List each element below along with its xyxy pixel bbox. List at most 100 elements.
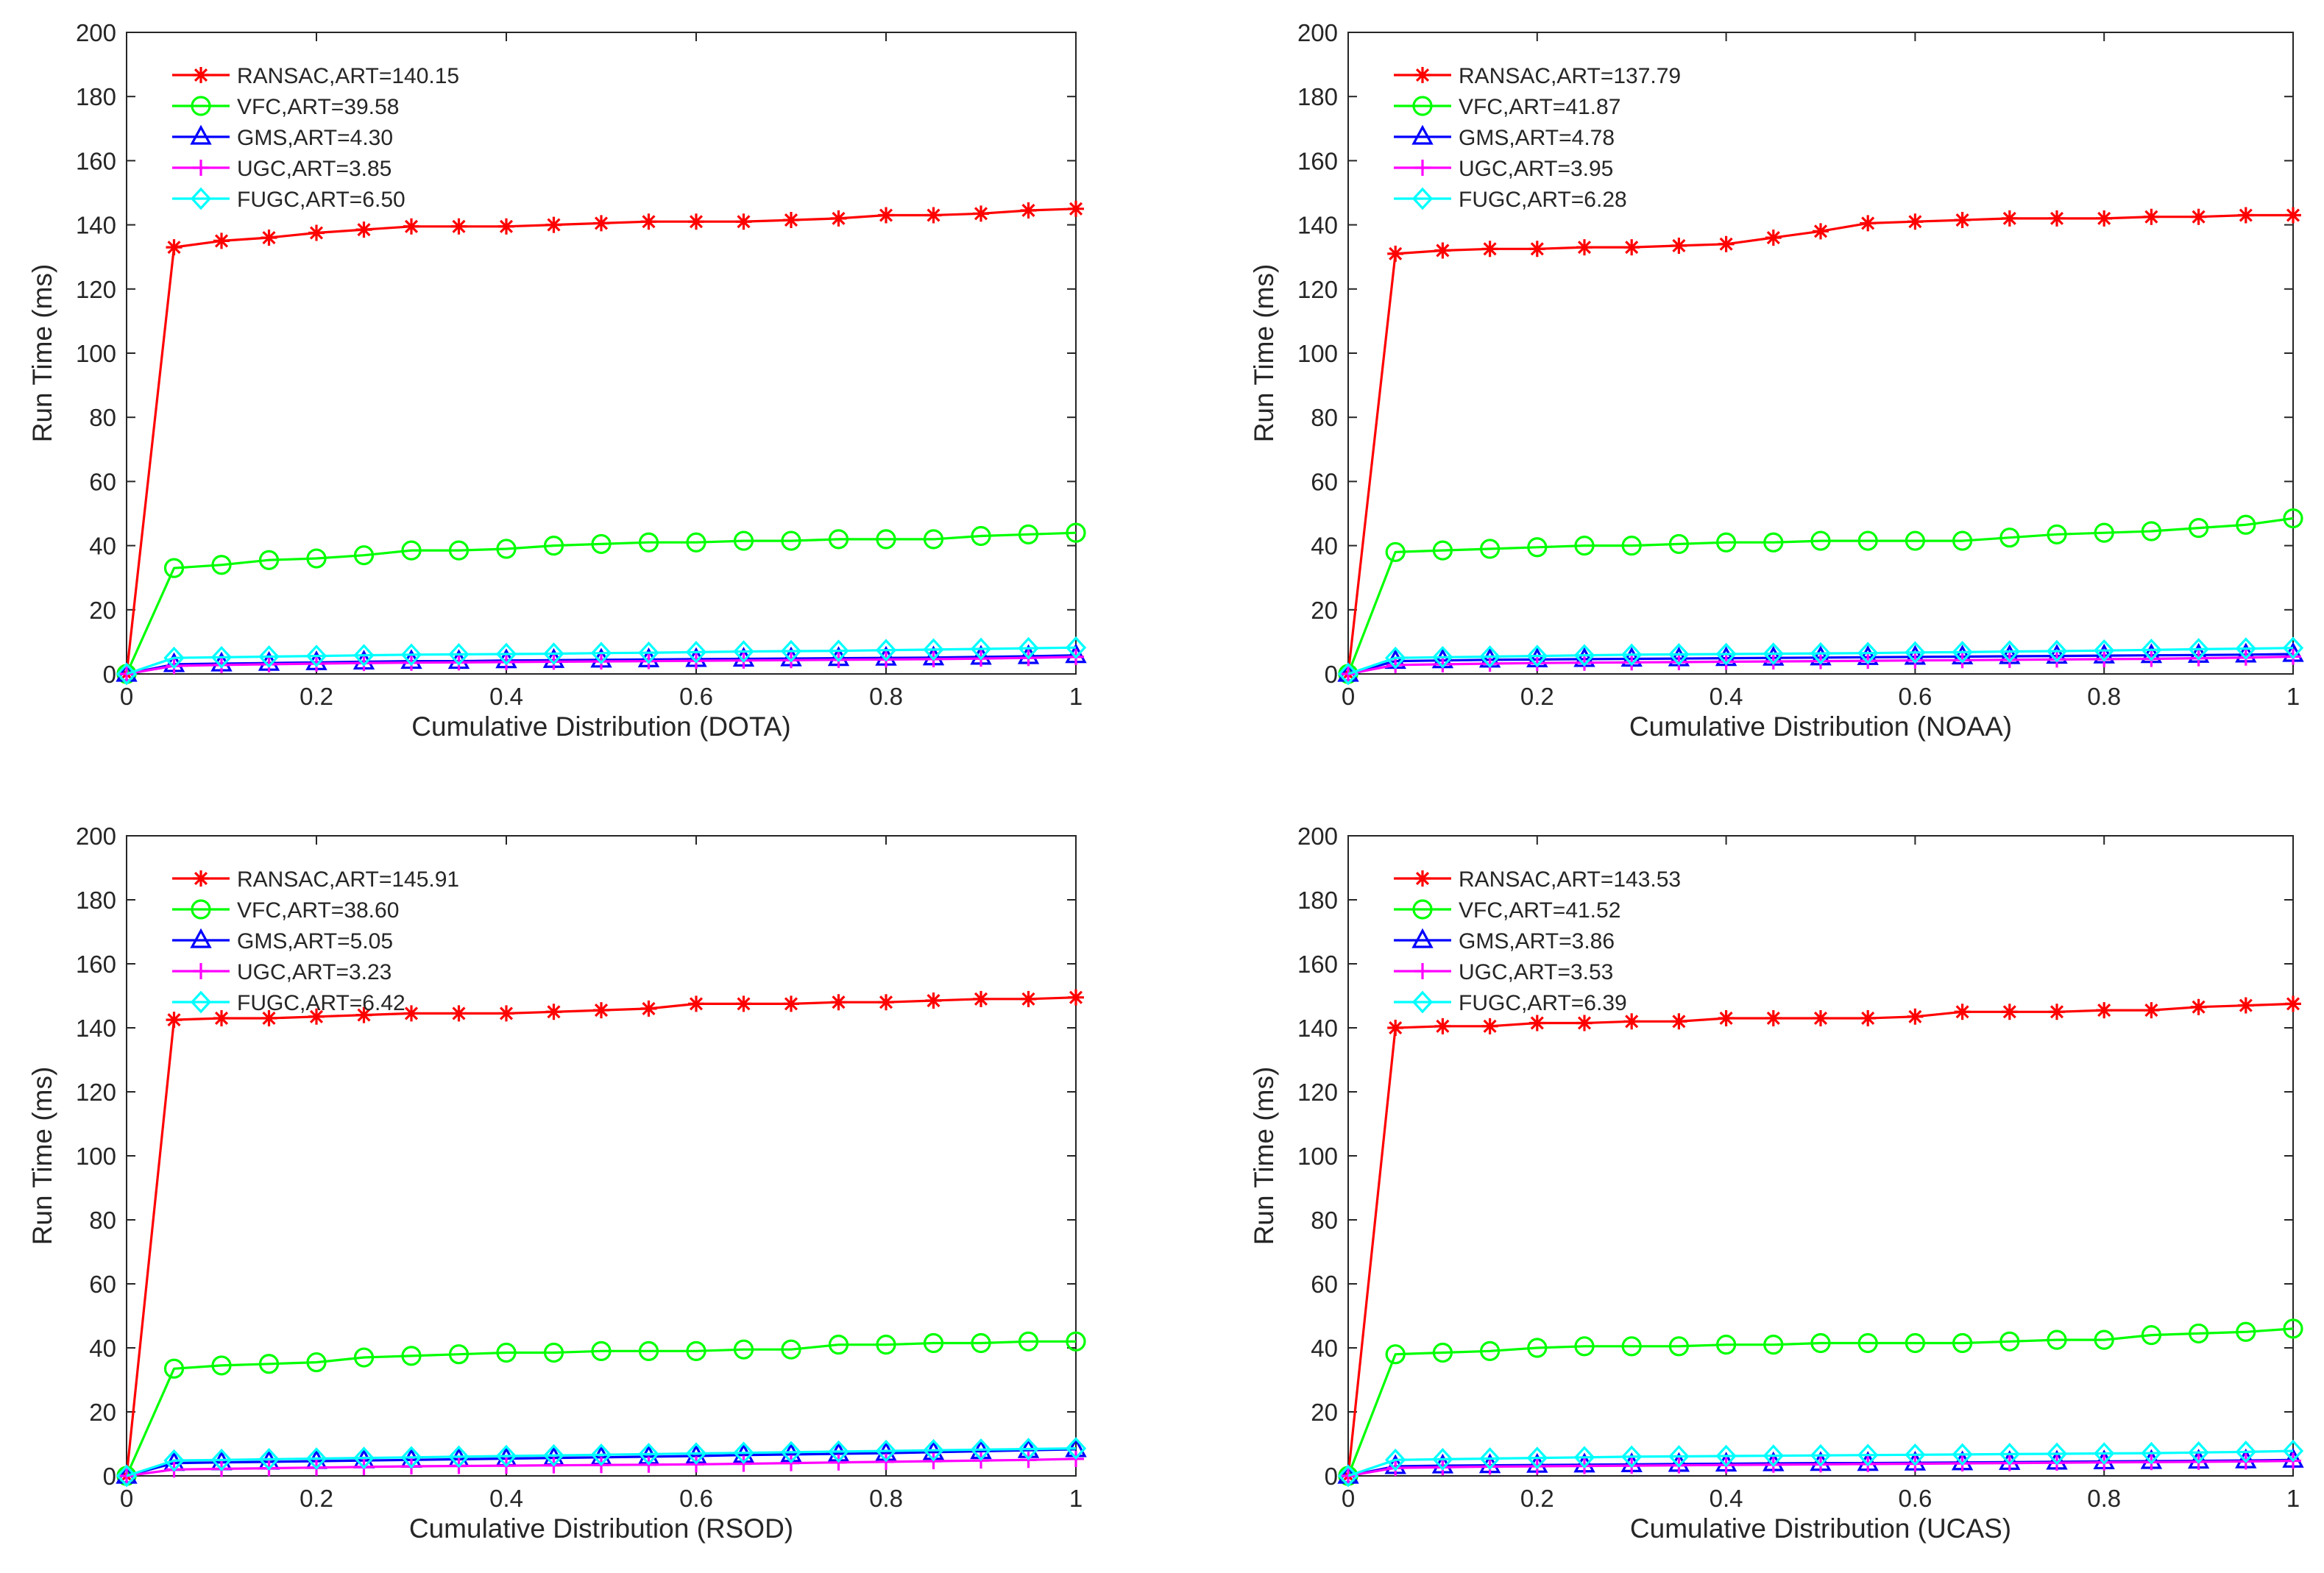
data-point [543,642,564,665]
data-point [2047,524,2067,544]
data-point [305,645,327,667]
data-point [1954,1004,1971,1020]
data-point [640,1000,657,1017]
data-point [1857,642,1879,665]
y-tick-label: 20 [1311,597,1338,624]
chart-panel-2: 0 20 40 60 80 100 120 140 160 180 200 0 0.2 0.4 0.6 0.8… [1249,19,2304,742]
data-point [261,656,277,672]
data-point [783,995,799,1012]
x-tick-label: 0.4 [489,1485,523,1512]
y-tick-label: 200 [1297,823,1338,850]
legend-marker [1414,870,1431,887]
x-tick-label: 0.6 [679,683,713,710]
legend-entry: RANSAC,ART=137.79 [1459,64,1681,88]
data-point [971,1332,991,1354]
data-point [2237,207,2254,224]
data-point [1432,1448,1453,1471]
data-point [1387,656,1404,673]
y-axis-label: Run Time (ms) [27,1067,57,1246]
data-point [1765,230,1782,246]
data-point [1999,1443,2020,1466]
legend-marker [1414,67,1431,83]
legend: RANSAC,ART=140.15 VFC,ART=39.58 GMS,ART=4.… [172,64,459,212]
y-axis-label: Run Time (ms) [27,264,57,443]
y-tick-label: 140 [76,212,116,239]
data-point [163,646,185,670]
y-tick-label: 0 [1325,661,1338,688]
data-point [258,1354,280,1374]
data-point [638,532,659,553]
data-point [1810,1444,1832,1467]
legend-marker [193,67,209,83]
legend-entry: GMS,ART=3.86 [1459,929,1615,954]
data-point [545,1004,562,1020]
y-tick-label: 0 [103,661,116,688]
y-tick-label: 100 [1297,1143,1338,1170]
data-point [353,545,375,566]
y-tick-label: 80 [89,1207,116,1234]
x-tick-label: 0.6 [1898,683,1932,710]
y-tick-label: 60 [1311,1271,1338,1298]
legend-marker [191,899,211,920]
data-point [590,642,612,665]
y-tick-label: 160 [1297,951,1338,978]
data-point [971,525,991,547]
legend-entry: FUGC,ART=6.39 [1459,991,1627,1015]
data-point [495,1444,517,1468]
data-point [2189,518,2209,539]
data-point [355,655,372,672]
data-point [308,656,325,672]
series-line [1347,647,2294,675]
series-line [1347,1327,2294,1477]
x-tick-label: 0 [1342,683,1355,710]
data-point [1432,540,1453,561]
data-point [163,1449,185,1472]
data-point [1905,1332,1925,1354]
data-point [733,640,754,663]
data-point [878,994,894,1011]
legend-marker [1411,124,1434,145]
data-point [306,548,327,569]
data-point [2190,208,2207,225]
data-point [543,535,564,556]
y-tick-label: 200 [1297,19,1338,46]
legend-entry: UGC,ART=3.23 [237,960,392,984]
series-diamond [1337,1439,2304,1488]
data-point [1065,1437,1087,1460]
data-point [1621,643,1643,667]
y-tick-label: 40 [1311,533,1338,560]
data-point [166,239,183,256]
data-point [1432,1342,1453,1363]
data-point [2094,522,2114,543]
data-point [1018,524,1039,544]
data-point [1623,1013,1640,1030]
data-point [686,532,706,553]
data-point [973,990,989,1007]
y-tick-label: 140 [1297,212,1338,239]
data-point [638,1443,659,1466]
data-point [733,1339,754,1360]
data-point [1621,1336,1642,1357]
data-point [545,216,562,233]
legend-entry: VFC,ART=41.52 [1459,898,1620,923]
x-axis-label: Cumulative Distribution (NOAA) [1629,711,2012,742]
data-point [1623,239,1640,256]
series-line [125,1340,1076,1477]
data-point [591,533,612,555]
legend-entry: FUGC,ART=6.42 [237,991,405,1015]
series-line [126,646,1077,675]
data-point [1860,215,1877,232]
series-diamond [1337,636,2304,686]
data-point [1385,1344,1406,1365]
series-asterisk [118,200,1084,682]
data-point [306,1352,327,1373]
data-point [2096,210,2113,227]
data-point [925,207,942,224]
series-line [1347,1449,2294,1477]
plot-area [1347,835,2294,1477]
data-point [2285,207,2301,224]
data-point [828,529,849,550]
data-point [1387,245,1404,262]
legend-marker [193,870,209,887]
x-tick-label: 0.4 [1710,1485,1743,1512]
